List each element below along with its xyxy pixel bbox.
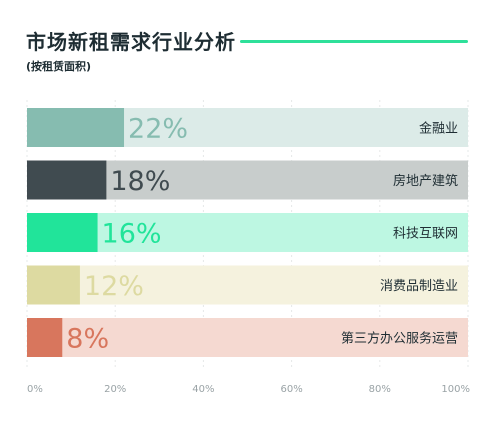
category-label: 房地产建筑 [393, 173, 458, 189]
category-label: 第三方办公服务运营 [341, 331, 458, 347]
bar-track [27, 213, 468, 252]
data-label: 22% [128, 114, 188, 145]
category-label: 金融业 [419, 121, 458, 137]
title-accent-line [240, 40, 468, 43]
tick-label: 100% [441, 384, 470, 395]
tick-label: 0% [27, 384, 43, 395]
data-label: 16% [102, 219, 162, 250]
bar-track [27, 265, 468, 305]
tick-label: 60% [280, 384, 302, 395]
chart-subtitle: (按租赁面积) [26, 60, 92, 73]
bar-track [27, 318, 468, 357]
bar [27, 108, 125, 147]
chart-title: 市场新租需求行业分析 [26, 30, 236, 54]
data-label: 18% [110, 166, 170, 197]
data-label: 8% [66, 324, 109, 355]
category-label: 消费品制造业 [380, 279, 458, 294]
bar [27, 213, 98, 252]
category-label: 科技互联网 [393, 227, 458, 242]
tick-label: 40% [192, 384, 214, 395]
bar [27, 318, 63, 357]
data-label: 12% [84, 271, 144, 302]
bar [27, 160, 107, 200]
tick-label: 80% [369, 384, 391, 395]
bar [27, 265, 80, 305]
tick-label: 20% [104, 384, 126, 395]
